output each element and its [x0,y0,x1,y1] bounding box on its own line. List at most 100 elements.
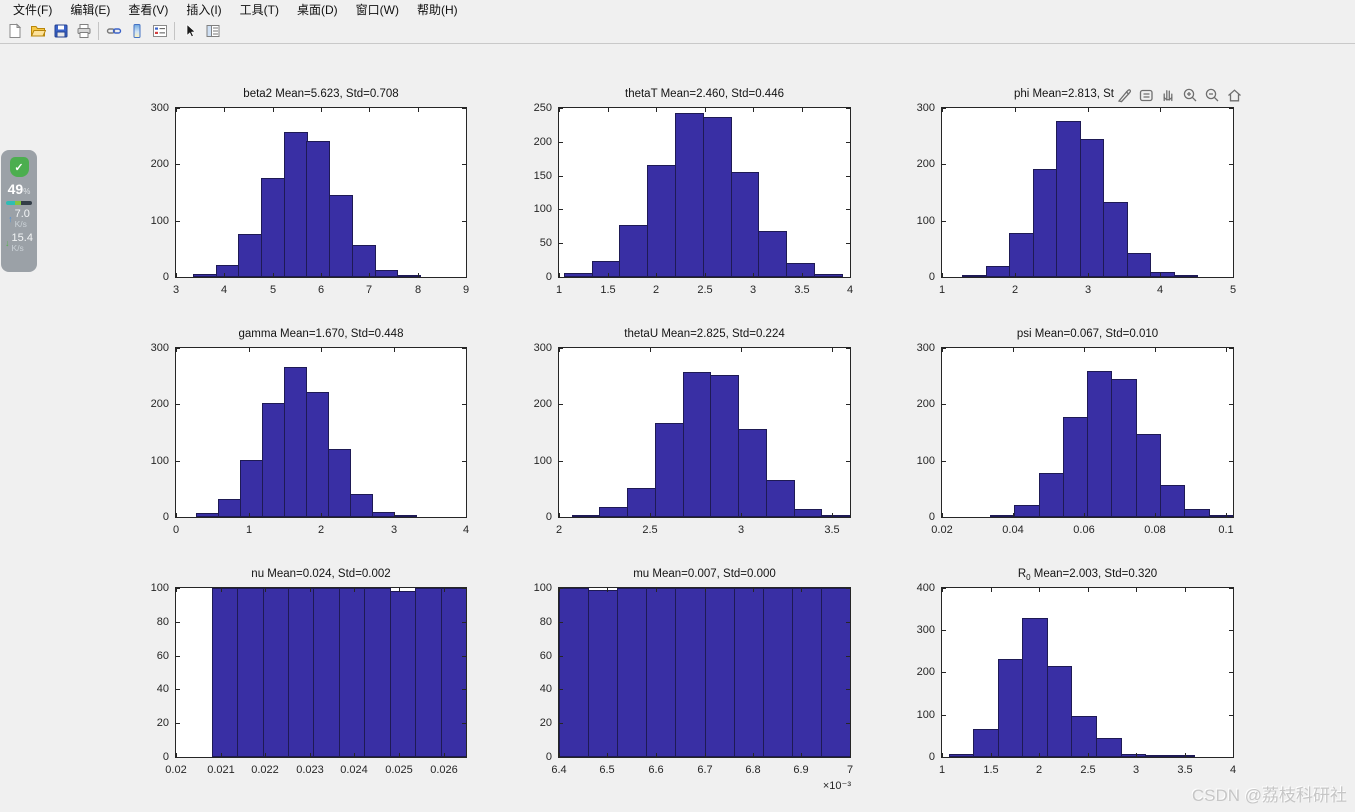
x-tick [1160,108,1161,112]
x-tick [1185,753,1186,757]
link-plot-button[interactable] [102,21,125,42]
x-tick [394,513,395,517]
chart-title: thetaT Mean=2.460, Std=0.446 [625,88,784,100]
insert-colorbar-button[interactable] [125,21,148,42]
x-tick [607,753,608,757]
new-figure-button[interactable] [3,21,26,42]
x-tick [802,273,803,277]
x-tick [942,108,943,112]
menu-item[interactable]: 工具(T) [239,3,279,17]
x-tick [354,588,355,592]
datatip-icon [1139,89,1153,102]
x-tick [705,588,706,592]
menu-item[interactable]: 插入(I) [186,3,222,17]
y-tick [559,142,563,143]
x-tick-label: 1.5 [600,284,616,296]
histogram-bar [397,275,421,277]
x-tick [249,348,250,352]
y-tick-label: 200 [150,398,169,410]
x-tick-label: 0 [172,524,180,536]
histogram-bar [193,274,217,277]
y-tick-label: 0 [545,271,552,283]
datatip-button[interactable] [1138,87,1155,104]
histogram-bar [675,588,706,757]
x-tick [656,273,657,277]
histogram-bar [306,392,329,517]
y-tick [1229,757,1233,758]
menu-item[interactable]: 窗口(W) [355,3,399,17]
x-tick [559,588,560,592]
histogram-bar [364,588,391,757]
histogram-bar [814,274,843,277]
x-tick [559,513,560,517]
histogram-bar [212,588,238,757]
toolbar-separator [98,22,99,40]
histogram-bar [1150,272,1175,277]
property-inspector-button[interactable] [201,21,224,42]
y-tick-label: 200 [916,666,935,678]
histogram-bar [1145,755,1171,757]
insert-legend-button[interactable] [148,21,171,42]
x-tick [224,108,225,112]
x-tick [608,108,609,112]
histogram-bar [1111,379,1137,517]
histogram-bar [1056,121,1081,277]
x-tick [991,753,992,757]
menu-bar: 文件(F) 编辑(E) 查看(V) 插入(I) 工具(T) 桌面(D) 窗口(W) 帮助(H) [0,0,1355,19]
y-tick [846,142,850,143]
histogram-bar [216,265,239,277]
zoom-in-button[interactable] [1182,87,1199,104]
print-figure-button[interactable] [72,21,95,42]
chart-title: gamma Mean=1.670, Std=0.448 [238,328,404,340]
x-tick-label: 6.5 [599,764,615,776]
menu-item[interactable]: 编辑(E) [70,3,111,17]
menu-item[interactable]: 帮助(H) [416,3,458,17]
x-tick-label: 9 [462,284,470,296]
y-tick [176,404,180,405]
y-tick [559,689,563,690]
x-tick [942,753,943,757]
histogram-subplot: 0.02 0.04 0.06 0.08 0.1 0 100 200 300 psi Mean=0.… [917,328,1234,536]
x-tick [418,108,419,112]
y-tick [462,656,466,657]
x-tick [249,513,250,517]
edit-plot-button[interactable] [178,21,201,42]
zoom-out-button[interactable] [1204,87,1221,104]
histogram-bar [1063,417,1088,517]
x-tick-label: 5 [1229,284,1237,296]
histogram-bar [705,588,735,757]
brush-data-button[interactable] [1116,87,1133,104]
x-tick-label: 2.5 [642,524,658,536]
x-tick [1039,588,1040,592]
menu-item[interactable]: 文件(F) [13,3,53,17]
histogram-bar [415,588,442,757]
histogram-bar [284,367,307,517]
y-tick [1229,461,1233,462]
x-tick [608,273,609,277]
menu-item[interactable]: 桌面(D) [296,3,338,17]
histogram-bar [763,588,793,757]
plot-area [558,107,851,278]
restore-view-button[interactable] [1226,87,1243,104]
x-tick [801,753,802,757]
histogram-bar [821,588,850,757]
y-tick [462,404,466,405]
y-tick [1229,715,1233,716]
system-monitor-widget[interactable]: ✓ 49% ↑ 7.0 K/s ↓ 15.4 K/s [1,150,37,272]
x-tick [650,513,651,517]
x-tick [832,513,833,517]
zoom-in-icon [1183,88,1197,102]
histogram-bar [1174,275,1198,277]
open-file-button[interactable] [26,21,49,42]
menu-item[interactable]: 查看(V) [128,3,169,17]
histogram-bar [1047,666,1072,757]
histogram-bar [262,403,285,517]
y-tick-label: 40 [539,683,552,695]
axes-toolbar [1114,87,1245,104]
save-figure-button[interactable] [49,21,72,42]
pan-button[interactable] [1160,87,1177,104]
y-tick [846,348,850,349]
histogram-bar [1071,716,1097,757]
histogram-bar [329,195,353,277]
x-tick [466,513,467,517]
